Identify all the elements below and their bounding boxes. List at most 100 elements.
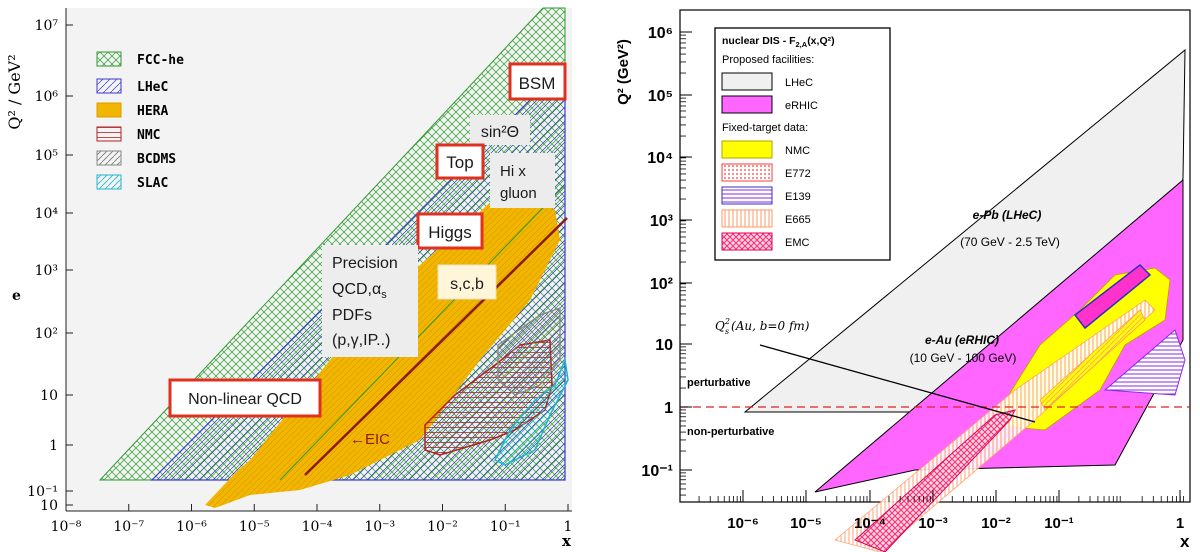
qs-tail: (Au, b=0 fm) [731,319,810,333]
qcd-alpha-text: QCD,α [332,281,381,298]
annotation-hix: Hi x [500,163,526,180]
x-tick-label: 10⁻⁸ [51,519,82,535]
legend-swatch-e772 [721,163,773,182]
legend-title-sub: 2,A [796,40,808,49]
legend-label: LHeC [785,77,813,89]
right-x-ticks: 10⁻⁶ 10⁻⁵ 10⁻⁴ 10⁻³ 10⁻² 10⁻¹ 1 [698,490,1184,532]
annotation-eic: ←EIC [350,431,390,448]
qs-superscript: 2 [724,317,730,326]
right-legend: nuclear DIS - F2,A(x,Q²) Proposed facili… [714,27,891,261]
bcdms-region [497,307,561,396]
legend-group-proposed: Proposed facilities: [722,54,814,66]
fcc-inner-edge [279,184,566,481]
annotation-nonlinear: Non-linear QCD [188,391,302,408]
legend-swatch-e139 [721,186,773,205]
annotation-perturbative: perturbative [687,377,751,389]
y-tick-label: 10² [35,326,58,342]
annotation-eau-range: (10 GeV - 100 GeV) [910,351,1017,365]
x-tick-label: 10⁻⁴ [302,519,333,535]
annotation-pdf-types: (p,γ,IP..) [332,332,390,349]
legend-group-fixed: Fixed-target data: [722,122,808,134]
alpha-subscript: s [381,289,387,301]
qs-subscript: s [725,327,729,336]
x-tick-label: 10⁻⁵ [790,515,822,532]
y-tick-label: 10⁵ [648,88,673,105]
y-tick-label: 10⁴ [647,150,673,167]
legend-label: FCC-he [137,53,184,68]
emc-region [854,409,1016,552]
x-tick-label: 10⁻³ [364,519,395,535]
y-tick-label: 1 [49,438,58,454]
annotation-gluon: gluon [500,185,537,202]
x-tick-label: 10⁻² [981,515,1011,532]
legend-swatch-erhic [721,95,773,114]
x-tick-label: 10⁻³ [918,515,948,532]
legend-swatch-e665 [721,209,773,228]
y-tick-label: 10 [655,337,673,354]
e139-region [1073,264,1152,330]
y-tick-label: 10⁻¹ [27,484,58,500]
hix-box [490,153,555,208]
legend-swatch-nmc [96,126,122,142]
eic-line [304,217,568,476]
precision-box [322,245,418,357]
annotation-bsm: BSM [519,74,556,93]
x-tick-label: 1 [564,519,573,535]
y-tick-label: 10 [40,498,58,514]
annotation-qcd-alpha: QCD,αs [332,281,387,301]
annotation-higgs: Higgs [428,223,471,242]
x-tick-label: 10⁻⁶ [727,515,759,532]
legend-swatch-slac [96,174,122,190]
annotation-sin: sin²Θ [481,124,519,141]
top-box [435,143,485,180]
legend-swatch-emc [721,232,773,251]
legend-label: E139 [785,191,811,203]
legend-label: SLAC [137,176,168,191]
x-tick-label: 10⁻⁵ [239,519,270,535]
y-tick-label: 1 [664,400,673,417]
right-chart: e-Pb (LHeC) (70 GeV - 2.5 TeV) e-Au (eRH… [615,9,1191,552]
legend-label: NMC [785,145,810,157]
legend-label: HERA [137,104,168,119]
x-tick-label: 10⁻⁶ [176,519,207,535]
left-chart: FCC-he LHeC HERA NMC BCDMS SLAC BSM sin²… [5,7,573,550]
annotation-eau: e-Au (eRHIC) [925,333,999,347]
x-tick-label: 10⁻¹ [1044,515,1074,532]
legend-label: BCDMS [137,152,176,167]
y-tick-label: 10⁻¹ [641,463,673,480]
left-legend: FCC-he LHeC HERA NMC BCDMS SLAC [96,51,184,191]
right-xlabel: x [1180,532,1190,551]
left-x-ticks: 10⁻⁸ 10⁻⁷ 10⁻⁶ 10⁻⁵ 10⁻⁴ 10⁻³ 10⁻² 10⁻¹ 1 [51,504,573,535]
annotation-qs: Q2 s (Au, b=0 fm) [715,317,810,336]
x-tick-label: 1 [1176,515,1184,532]
left-ylabel-fragment: e [12,288,21,304]
annotation-precision: Precision [332,255,398,272]
legend-swatch-nmc-right [721,140,773,159]
x-tick-label: 10⁻¹ [490,519,521,535]
legend-label: NMC [137,128,160,143]
e139-region-2 [1103,329,1186,396]
e772-region [1039,309,1146,411]
y-tick-label: 10⁶ [648,25,673,42]
legend-swatch-lhec-right [721,72,773,91]
annotation-top: Top [446,153,473,172]
scb-box [437,264,497,300]
qs-base: Q [715,319,725,333]
legend-title-tail: (x,Q²) [807,35,834,47]
legend-label: E772 [785,168,811,180]
y-tick-label: 10³ [650,213,673,230]
legend-label: eRHIC [785,100,818,112]
annotation-scb: s,c,b [450,276,484,293]
right-y-ticks: 10⁻¹ 1 10 10² 10³ 10⁴ 10⁵ 10⁶ [641,25,692,496]
x-tick-label: 10⁻² [427,519,458,535]
legend-title: nuclear DIS - F2,A(x,Q²) [722,35,835,49]
y-tick-label: 10⁴ [35,206,59,222]
y-tick-label: 10³ [35,263,58,279]
y-tick-label: 10² [650,276,673,293]
annotation-epb: e-Pb (LHeC) [973,208,1042,222]
legend-label: LHeC [137,80,168,95]
legend-swatch-hera [96,102,122,118]
annotation-nonperturbative: non-perturbative [687,426,774,438]
nonlinear-box [168,378,322,418]
